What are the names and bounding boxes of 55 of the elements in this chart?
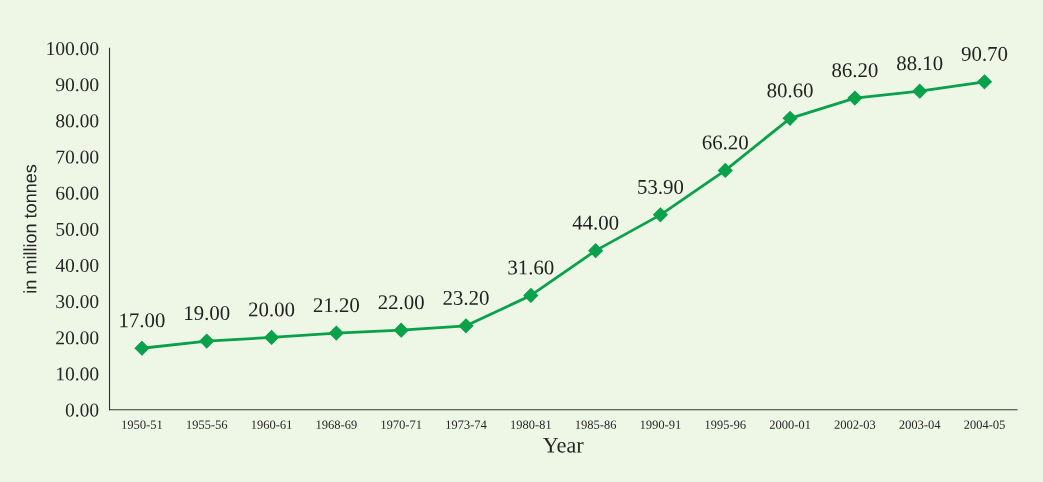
y-tick-label: 50.00 xyxy=(56,222,99,236)
y-tick-label: 20.00 xyxy=(56,331,99,345)
data-label: 17.00 xyxy=(120,313,165,328)
x-tick-label: 1950-51 xyxy=(122,420,162,429)
data-label: 21.20 xyxy=(313,298,360,313)
y-tick-label: 60.00 xyxy=(56,186,99,200)
data-label: 80.60 xyxy=(767,83,813,98)
x-tick-label: 1968-69 xyxy=(316,420,357,429)
x-tick-label: 1985-86 xyxy=(575,420,617,429)
x-tick-label: 1970-71 xyxy=(381,420,422,429)
y-tick-label: 90.00 xyxy=(55,78,99,92)
point xyxy=(264,330,279,345)
x-tick-label: 2000-01 xyxy=(769,420,811,429)
data-label: 90.70 xyxy=(961,46,1008,62)
y-tick-label: 30.00 xyxy=(56,295,99,309)
point xyxy=(134,340,150,356)
y-tick-label: 100.00 xyxy=(47,42,99,56)
y-tick-label: 40.00 xyxy=(55,258,99,273)
point xyxy=(199,333,215,349)
x-axis-title: Year xyxy=(542,437,584,453)
x-tick-label: 1955-56 xyxy=(187,420,228,429)
y-axis-title: in million tonnes xyxy=(23,164,37,293)
x-tick-label: 2002-03 xyxy=(834,420,876,429)
data-label: 44.00 xyxy=(572,215,619,230)
data-label: 20.00 xyxy=(249,302,295,317)
x-tick-label: 1990-91 xyxy=(640,420,681,429)
data-label: 31.60 xyxy=(508,260,554,275)
data-label: 86.20 xyxy=(832,63,878,78)
data-label: 88.10 xyxy=(897,56,943,71)
data-label: 66.20 xyxy=(702,135,748,150)
y-tick-label: 0.00 xyxy=(65,403,99,417)
point xyxy=(717,162,733,178)
y-tick-label: 70.00 xyxy=(56,150,99,164)
x-tick-label: 1960-61 xyxy=(251,420,292,429)
x-tick-label: 1995-96 xyxy=(705,420,746,429)
x-tick-label: 2003-04 xyxy=(899,420,941,429)
data-label: 23.20 xyxy=(443,290,489,306)
point xyxy=(393,322,409,338)
point xyxy=(458,318,474,334)
point xyxy=(653,207,668,223)
y-tick-label: 10.00 xyxy=(57,367,99,381)
point xyxy=(588,243,604,259)
data-label: 22.00 xyxy=(378,295,424,310)
x-tick-label: 1980-81 xyxy=(511,420,551,429)
data-label: 19.00 xyxy=(185,306,230,321)
x-tick-label: 1973-74 xyxy=(446,420,487,429)
point xyxy=(523,288,539,303)
y-tick-label: 80.00 xyxy=(56,114,99,128)
data-label: 53.90 xyxy=(638,179,684,195)
x-tick-label: 2004-05 xyxy=(964,420,1005,429)
point xyxy=(912,83,928,99)
point xyxy=(977,74,992,90)
point xyxy=(847,90,863,106)
point xyxy=(328,325,344,341)
point xyxy=(782,110,798,126)
